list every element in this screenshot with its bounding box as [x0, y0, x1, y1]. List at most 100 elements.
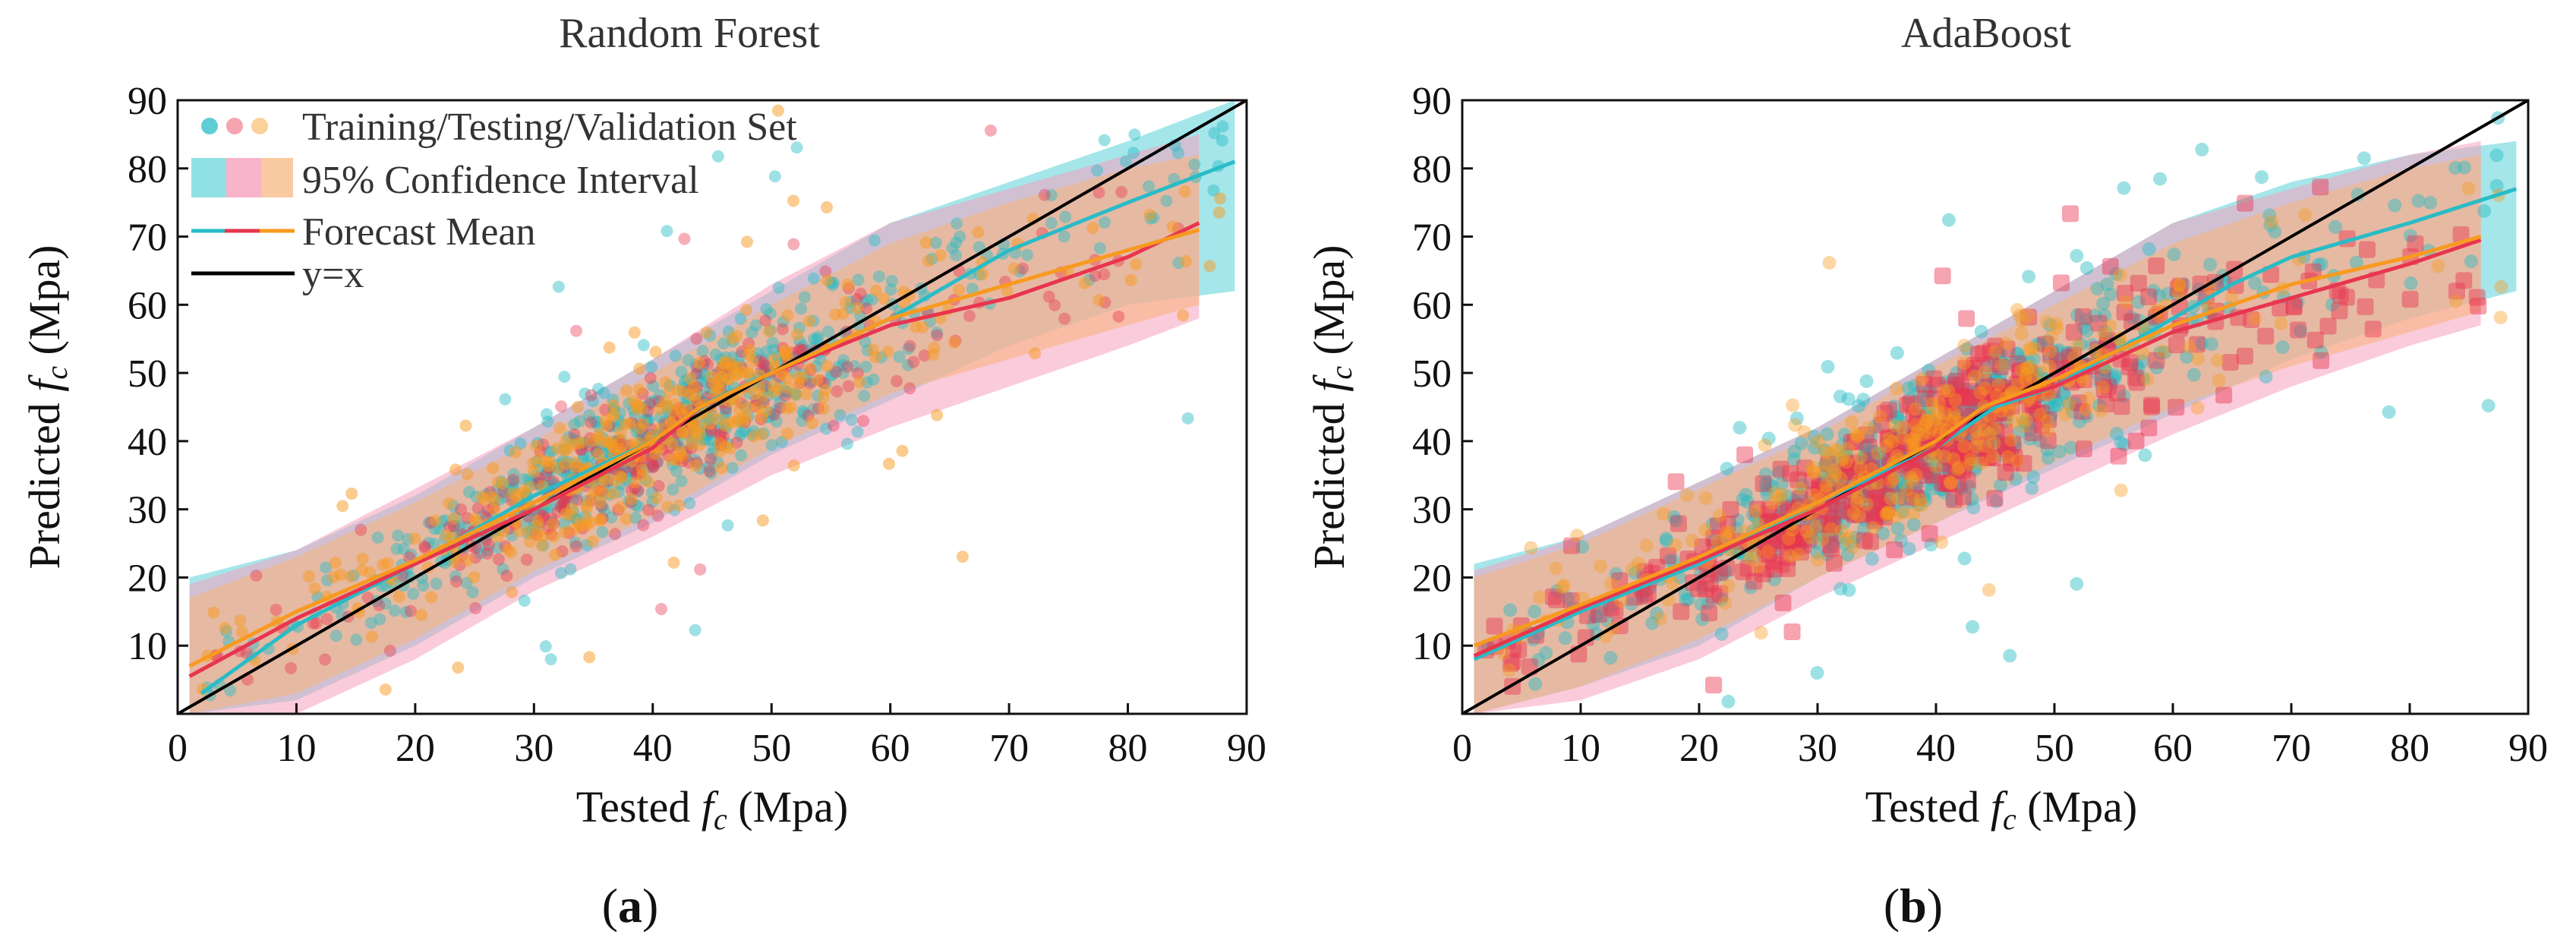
scatter-point — [587, 535, 599, 548]
scatter-point — [614, 501, 626, 513]
scatter-point — [2183, 340, 2196, 354]
scatter-point — [1934, 535, 1948, 549]
y-axis-label-b: Predicted fc (Mpa) — [1304, 245, 1358, 570]
scatter-point — [549, 549, 561, 561]
scatter-point — [795, 303, 807, 315]
y-axis-label-a: Predicted fc (Mpa) — [20, 245, 74, 570]
scatter-point — [1915, 498, 1928, 512]
scatter-point — [303, 570, 315, 582]
scatter-point — [2203, 257, 2217, 271]
scatter-point — [1982, 583, 1996, 597]
scatter-point — [633, 383, 645, 396]
scatter-point — [2469, 289, 2486, 306]
y-tick-label: 30 — [1412, 489, 1452, 532]
scatter-point — [645, 372, 657, 384]
scatter-point — [950, 249, 962, 261]
scatter-point — [1098, 268, 1110, 280]
scatter-point — [1721, 695, 1735, 709]
scatter-point — [651, 492, 663, 504]
scatter-point — [1043, 291, 1055, 303]
scatter-point — [2494, 311, 2508, 324]
scatter-point — [667, 557, 679, 569]
scatter-point — [1999, 336, 2013, 350]
scatter-point — [817, 391, 829, 403]
scatter-point — [487, 462, 499, 474]
scatter-point — [689, 624, 702, 636]
scatter-point — [417, 579, 429, 592]
y-tick-label: 80 — [128, 148, 167, 191]
scatter-point — [2455, 272, 2472, 289]
scatter-point — [2103, 319, 2117, 333]
scatter-point — [769, 170, 781, 182]
scatter-point — [357, 553, 369, 565]
scatter-point — [2312, 178, 2328, 195]
scatter-point — [614, 426, 626, 438]
scatter-point — [714, 371, 726, 383]
scatter-point — [2276, 340, 2290, 354]
scatter-point — [951, 217, 963, 229]
scatter-point — [2049, 317, 2063, 330]
scatter-point — [867, 374, 879, 386]
scatter-point — [954, 231, 966, 243]
scatter-point — [683, 497, 695, 510]
scatter-point — [883, 458, 895, 470]
scatter-point — [613, 470, 626, 482]
y-tick-label: 20 — [1412, 557, 1452, 600]
scatter-point — [2080, 261, 2094, 275]
scatter-point — [677, 385, 689, 397]
scatter-point — [1701, 604, 1717, 621]
scatter-point — [2017, 419, 2031, 433]
scatter-point — [670, 350, 682, 362]
scatter-point — [2114, 268, 2127, 282]
legend-scatter-symbol — [201, 118, 268, 134]
scatter-point — [620, 513, 632, 525]
scatter-point — [459, 419, 471, 431]
scatter-point — [948, 336, 960, 349]
scatter-point — [1975, 325, 1988, 339]
scatter-point — [609, 528, 621, 540]
scatter-point — [430, 578, 443, 590]
scatter-point — [846, 414, 858, 426]
scatter-point — [931, 409, 943, 421]
scatter-point — [1093, 294, 1105, 306]
scatter-point — [701, 327, 713, 339]
scatter-point — [821, 360, 833, 372]
scatter-point — [1867, 521, 1881, 535]
scatter-point — [476, 491, 488, 503]
scatter-point — [462, 468, 474, 480]
scatter-point — [1203, 260, 1215, 272]
scatter-point — [1539, 646, 1553, 660]
scatter-point — [547, 531, 560, 543]
scatter-point — [808, 273, 820, 285]
figure: Random Forest 0 10 20 30 40 50 60 70 80 90 102030… — [0, 0, 2576, 950]
scatter-point — [1957, 440, 1971, 453]
scatter-point — [329, 557, 342, 569]
scatter-point — [1891, 522, 1905, 535]
scatter-point — [2076, 440, 2092, 457]
scatter-point — [1673, 603, 1689, 620]
scatter-point — [1833, 582, 1847, 595]
scatter-point — [1975, 456, 1988, 470]
scatter-point — [821, 274, 833, 286]
scatter-point — [703, 418, 715, 430]
scatter-point — [636, 469, 648, 481]
chart-title-a: Random Forest — [559, 10, 820, 57]
scatter-point — [1179, 185, 1191, 197]
scatter-point — [1852, 509, 1865, 522]
scatter-point — [858, 390, 870, 402]
scatter-point — [1843, 530, 1857, 544]
scatter-point — [1213, 207, 1225, 219]
scatter-point — [712, 150, 724, 163]
scatter-point — [1810, 666, 1824, 680]
scatter-point — [2075, 308, 2092, 325]
scatter-point — [2153, 172, 2167, 186]
scatter-point — [1849, 427, 1862, 440]
scatter-point — [1892, 492, 1906, 506]
scatter-point — [251, 570, 263, 582]
scatter-point — [1143, 180, 1155, 192]
scatter-point — [2482, 399, 2496, 412]
scatter-point — [2142, 242, 2156, 256]
x-axis-label-a: Tested fc (Mpa) — [576, 782, 848, 836]
scatter-point — [2490, 148, 2504, 162]
scatter-point — [1944, 475, 1957, 489]
